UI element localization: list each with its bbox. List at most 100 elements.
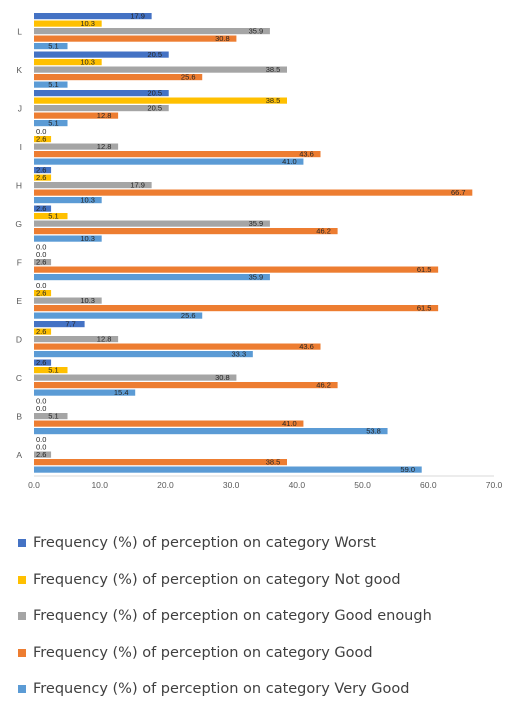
- category-label: K: [16, 65, 22, 75]
- bar: [34, 97, 287, 104]
- bar: [34, 466, 422, 473]
- data-label: 61.5: [417, 265, 432, 274]
- data-label: 0.0: [36, 443, 46, 452]
- x-tick-label: 40.0: [289, 480, 306, 490]
- bar: [34, 290, 52, 297]
- data-label: 35.9: [249, 27, 264, 36]
- bar: [34, 158, 304, 165]
- bar: [34, 259, 52, 266]
- data-label: 17.9: [130, 181, 145, 190]
- bar: [34, 367, 68, 374]
- data-label: 12.8: [97, 142, 112, 151]
- data-label: 43.6: [299, 150, 314, 159]
- data-label: 38.5: [266, 65, 281, 74]
- bar: [34, 167, 52, 174]
- bar: [34, 197, 102, 204]
- bar: [34, 305, 439, 312]
- data-label: 2.6: [36, 450, 46, 459]
- legend-swatch-good-enough: [18, 612, 26, 621]
- bar: [34, 51, 169, 58]
- data-label: 35.9: [249, 273, 264, 282]
- bar: [34, 336, 119, 343]
- bar: [34, 220, 270, 227]
- data-label: 41.0: [282, 157, 297, 166]
- data-label: 61.5: [417, 304, 432, 313]
- data-label: 5.1: [48, 212, 58, 221]
- x-tick-label: 30.0: [223, 480, 240, 490]
- data-label: 2.6: [36, 358, 46, 367]
- legend-item-very-good: Frequency (%) of perception on category …: [18, 678, 498, 700]
- bar: [34, 321, 85, 328]
- x-tick-label: 60.0: [420, 480, 437, 490]
- category-label: C: [16, 373, 22, 383]
- data-label: 20.5: [147, 104, 162, 113]
- bar: [34, 13, 152, 20]
- bar: [34, 174, 52, 181]
- bar: [34, 266, 439, 273]
- data-label: 46.2: [316, 381, 331, 390]
- data-label: 33.3: [232, 350, 247, 359]
- category-label: J: [18, 103, 22, 113]
- x-tick-label: 0.0: [28, 480, 40, 490]
- bar: [34, 112, 119, 119]
- data-label: 38.5: [266, 96, 281, 105]
- data-label: 0.0: [36, 250, 46, 259]
- bar: [34, 413, 68, 420]
- bar: [34, 205, 52, 212]
- data-label: 2.6: [36, 289, 46, 298]
- data-label: 25.6: [181, 73, 196, 82]
- category-label: A: [16, 450, 22, 460]
- data-label: 2.6: [36, 135, 46, 144]
- data-label: 2.6: [36, 327, 46, 336]
- bar: [34, 81, 68, 88]
- data-label: 0.0: [36, 404, 46, 413]
- category-label: H: [16, 180, 22, 190]
- data-label: 15.4: [114, 388, 129, 397]
- category-label: B: [16, 411, 22, 421]
- bar: [34, 66, 287, 73]
- data-label: 5.1: [48, 80, 58, 89]
- data-label: 2.6: [36, 258, 46, 267]
- legend-swatch-very-good: [18, 685, 26, 694]
- legend-label-good: Frequency (%) of perception on category …: [33, 644, 373, 661]
- legend-label-good-enough: Frequency (%) of perception on category …: [33, 608, 432, 625]
- category-label: E: [16, 296, 22, 306]
- bar: [34, 182, 152, 189]
- data-label: 38.5: [266, 458, 281, 467]
- category-label: I: [20, 142, 22, 152]
- legend-item-good-enough: Frequency (%) of perception on category …: [18, 605, 498, 627]
- data-label: 30.8: [215, 373, 230, 382]
- legend-item-good: Frequency (%) of perception on category …: [18, 642, 498, 664]
- category-label: L: [17, 26, 22, 36]
- bar: [34, 459, 287, 466]
- bar: [34, 297, 102, 304]
- data-label: 20.5: [147, 89, 162, 98]
- chart: 0.0 10.0 20.0 30.0 40.0 50.0 60.0 70.0A0.00.02.…: [15, 12, 503, 490]
- x-tick-label: 50.0: [354, 480, 371, 490]
- legend-label-not-good: Frequency (%) of perception on category …: [33, 571, 401, 588]
- data-label: 41.0: [282, 419, 297, 428]
- data-label: 2.6: [36, 166, 46, 175]
- data-label: 0.0: [36, 127, 46, 136]
- category-label: F: [17, 257, 22, 267]
- bar: [34, 382, 338, 389]
- bar: [34, 20, 102, 27]
- data-label: 66.7: [451, 188, 466, 197]
- bar: [34, 136, 52, 143]
- legend-label-very-good: Frequency (%) of perception on category …: [33, 681, 410, 698]
- data-label: 10.3: [80, 58, 95, 67]
- data-label: 17.9: [130, 12, 145, 21]
- x-tick-label: 70.0: [486, 480, 503, 490]
- bar: [34, 120, 68, 127]
- bar: [34, 213, 68, 220]
- bar: [34, 312, 203, 319]
- legend-swatch-good: [18, 648, 26, 657]
- bar: [34, 359, 52, 366]
- data-label: 10.3: [80, 19, 95, 28]
- bar: [34, 43, 68, 50]
- data-label: 2.6: [36, 204, 46, 213]
- data-label: 10.3: [80, 196, 95, 205]
- legend-label-worst: Frequency (%) of perception on category …: [33, 535, 376, 551]
- legend-item-not-good: Frequency (%) of perception on category …: [18, 569, 498, 591]
- data-label: 7.7: [65, 320, 75, 329]
